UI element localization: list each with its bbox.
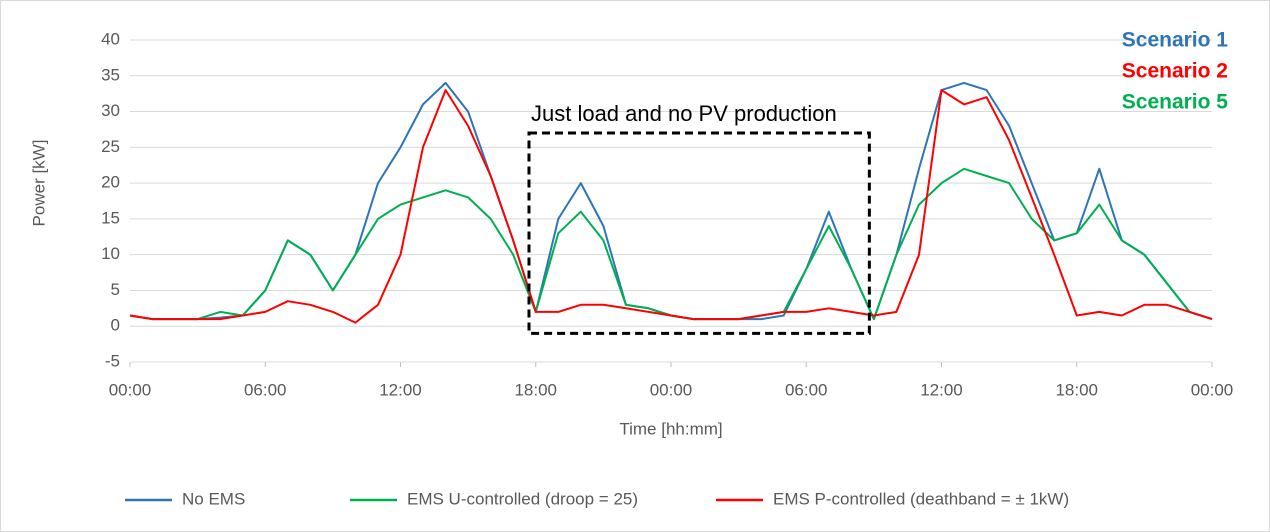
x-tick-label: 12:00: [379, 380, 422, 399]
annotation-box: [527, 131, 871, 335]
x-tick-label: 18:00: [1055, 380, 1098, 399]
y-axis-title: Power [kW]: [29, 140, 48, 227]
x-tick-label: 06:00: [244, 380, 287, 399]
y-tick-label: -5: [105, 351, 120, 370]
scenario-label: Scenario 1: [1122, 29, 1229, 52]
legend-label: No EMS: [182, 489, 245, 508]
legend-label: EMS U-controlled (droop = 25): [407, 489, 638, 508]
y-tick-label: 25: [101, 137, 120, 156]
y-tick-label: 40: [101, 29, 120, 48]
y-tick-label: 0: [111, 316, 120, 335]
x-tick-label: 00:00: [650, 380, 693, 399]
series-line: [129, 89, 1213, 324]
y-tick-label: 5: [111, 280, 120, 299]
x-tick-label: 18:00: [514, 380, 557, 399]
x-tick-label: 06:00: [785, 380, 828, 399]
x-tick-label: 00:00: [109, 380, 152, 399]
annotation-text: Just load and no PV production: [531, 101, 837, 126]
y-tick-label: 35: [101, 65, 120, 84]
y-tick-label: 30: [101, 101, 120, 120]
x-axis-title: Time [hh:mm]: [619, 419, 722, 438]
y-tick-label: 20: [101, 173, 120, 192]
y-tick-label: 10: [101, 244, 120, 263]
scenario-label: Scenario 2: [1122, 60, 1228, 83]
legend-label: EMS P-controlled (deathband = ± 1kW): [773, 489, 1069, 508]
y-tick-label: 15: [101, 208, 120, 227]
x-tick-label: 00:00: [1191, 380, 1234, 399]
x-tick-label: 12:00: [920, 380, 963, 399]
scenario-label: Scenario 5: [1122, 91, 1229, 114]
